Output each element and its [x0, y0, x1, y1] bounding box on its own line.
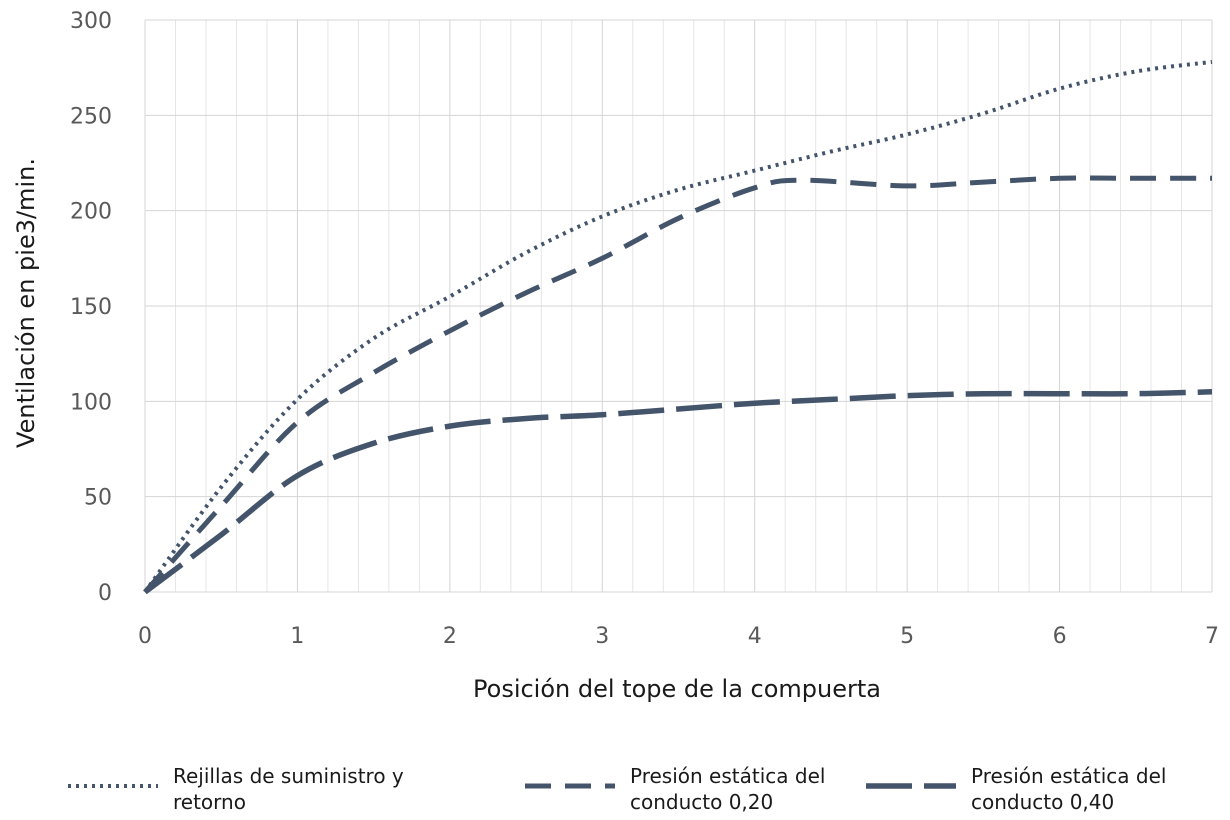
x-tick-label: 3 — [595, 624, 609, 649]
y-tick-labels: 0 50 100 150 200 250 300 — [70, 9, 112, 606]
y-tick-label: 250 — [70, 104, 112, 129]
x-axis-title: Posición del tope de la compuerta — [473, 675, 881, 703]
legend-label: Presión estática del — [971, 764, 1166, 788]
y-tick-label: 150 — [70, 295, 112, 320]
x-tick-label: 2 — [443, 624, 457, 649]
y-tick-label: 200 — [70, 200, 112, 225]
legend-label: conducto 0,40 — [971, 790, 1114, 814]
legend-label: retorno — [173, 790, 246, 814]
y-tick-label: 50 — [84, 486, 112, 511]
y-tick-label: 100 — [70, 390, 112, 415]
x-tick-label: 0 — [138, 624, 152, 649]
y-tick-label: 300 — [70, 9, 112, 34]
series-line-2 — [143, 175, 1212, 594]
series-line-1 — [143, 59, 1213, 594]
x-tick-label: 6 — [1053, 624, 1067, 649]
x-tick-label: 1 — [290, 624, 304, 649]
series-lines — [143, 59, 1213, 595]
x-tick-labels: 0 1 2 3 4 5 6 7 — [138, 624, 1219, 649]
y-tick-label: 0 — [98, 581, 112, 606]
legend-label: conducto 0,20 — [630, 790, 773, 814]
grid — [144, 19, 1213, 593]
legend-label: Presión estática del — [630, 764, 825, 788]
legend-label: Rejillas de suministro y — [173, 764, 404, 788]
series-line-3 — [143, 389, 1213, 595]
x-tick-label: 7 — [1205, 624, 1219, 649]
x-tick-label: 4 — [748, 624, 762, 649]
x-tick-label: 5 — [900, 624, 914, 649]
y-axis-title: Ventilación en pie3/min. — [12, 158, 40, 448]
